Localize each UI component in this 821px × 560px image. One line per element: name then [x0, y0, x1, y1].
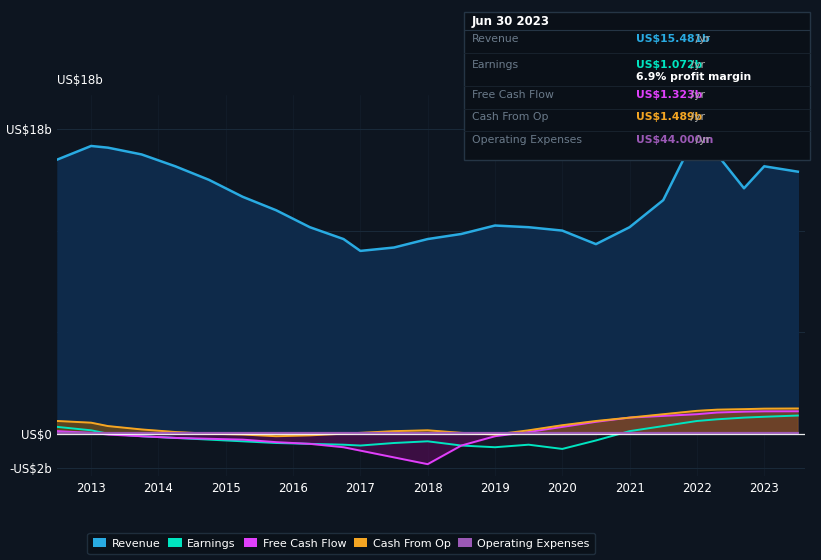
- Text: Revenue: Revenue: [472, 34, 520, 44]
- Text: /yr: /yr: [686, 90, 704, 100]
- Text: 6.9% profit margin: 6.9% profit margin: [636, 72, 751, 82]
- Text: /yr: /yr: [686, 112, 704, 122]
- Legend: Revenue, Earnings, Free Cash Flow, Cash From Op, Operating Expenses: Revenue, Earnings, Free Cash Flow, Cash …: [88, 533, 595, 554]
- Text: US$1.323b: US$1.323b: [636, 90, 703, 100]
- Text: /yr: /yr: [686, 60, 704, 71]
- Text: Free Cash Flow: Free Cash Flow: [472, 90, 554, 100]
- Text: US$15.481b: US$15.481b: [636, 34, 710, 44]
- Text: Operating Expenses: Operating Expenses: [472, 134, 582, 144]
- Text: US$1.072b: US$1.072b: [636, 60, 703, 71]
- Text: Cash From Op: Cash From Op: [472, 112, 548, 122]
- Text: US$18b: US$18b: [57, 74, 103, 87]
- Text: /yr: /yr: [692, 134, 710, 144]
- Text: US$1.489b: US$1.489b: [636, 112, 703, 122]
- Text: US$44.000m: US$44.000m: [636, 134, 713, 144]
- Text: Jun 30 2023: Jun 30 2023: [472, 15, 550, 28]
- Text: /yr: /yr: [692, 34, 710, 44]
- Text: Earnings: Earnings: [472, 60, 519, 71]
